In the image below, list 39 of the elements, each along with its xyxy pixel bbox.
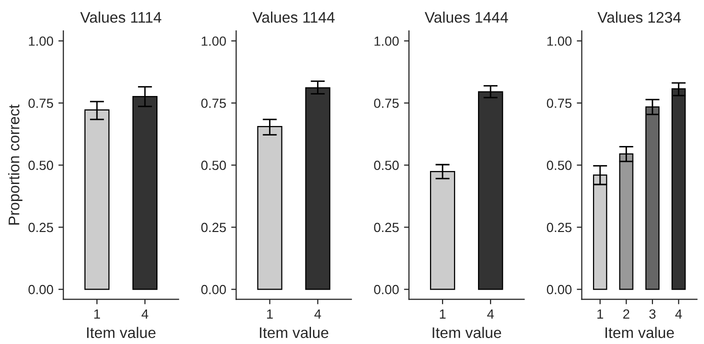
x-tick-label: 3 [649,309,656,319]
chart-title: Values 1234 [598,12,681,23]
x-tick-label: 1 [597,309,604,319]
y-tick-label: 0.00 [201,284,226,294]
y-tick-label: 1.00 [547,36,572,46]
x-axis-title: Item value [606,326,674,338]
y-tick-label: 0.50 [28,160,54,170]
x-tick-label: 1 [267,309,273,319]
y-tick-label: 0.50 [546,160,572,170]
y-axis-title: Proportion correct [8,104,22,225]
chart-title: Values 1444 [424,12,508,23]
y-tick-label: 0.00 [546,284,572,294]
y-tick-label: 0.50 [374,160,399,170]
y-tick-label: 0.75 [201,98,226,108]
x-tick-label: 4 [314,309,322,319]
y-tick-label: 0.00 [28,284,54,294]
y-tick-label: 0.75 [28,98,54,108]
x-tick-label: 2 [623,309,630,319]
chart-title: Values 1144 [252,12,335,23]
y-tick-label: 1.00 [202,36,226,46]
x-tick-label: 1 [440,309,446,319]
x-axis-title: Item value [87,326,156,338]
y-tick-label: 1.00 [374,36,399,46]
x-tick-label: 4 [142,309,148,319]
y-tick-label: 0.50 [201,160,226,170]
chart-title: Values 1114 [80,12,162,23]
y-tick-label: 0.25 [201,222,226,232]
y-tick-label: 0.75 [374,98,399,108]
y-tick-label: 0.25 [28,222,54,232]
y-tick-label: 0.75 [546,98,572,108]
x-axis-title: Item value [432,326,502,338]
x-tick-label: 4 [675,309,682,319]
y-tick-label: 0.25 [374,222,399,232]
x-axis-title: Item value [260,326,328,338]
x-tick-label: 1 [94,309,100,319]
y-tick-label: 0.00 [374,284,399,294]
x-tick-label: 4 [487,309,494,319]
y-tick-label: 1.00 [28,36,54,46]
y-tick-label: 0.25 [546,222,572,232]
